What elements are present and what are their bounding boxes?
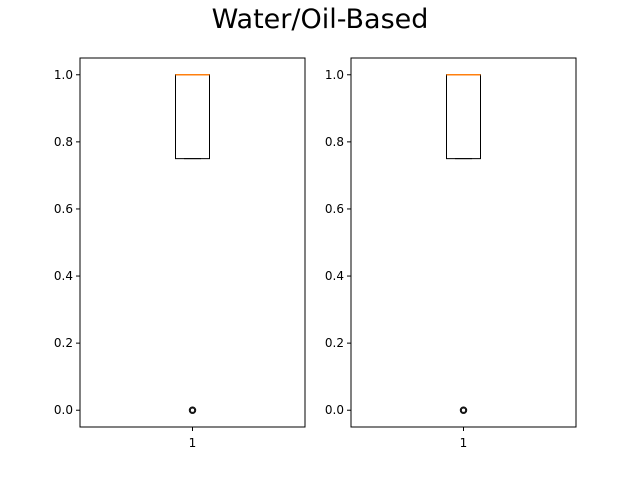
left-ytick-label: 0.8 xyxy=(54,135,73,149)
right-boxplot-axes: 0.0 0.2 0.4 0.6 0.8 1.0 1 xyxy=(325,57,577,450)
left-outlier-point xyxy=(189,407,196,413)
left-xtick-label: 1 xyxy=(189,436,197,450)
figure-title: Water/Oil-Based xyxy=(211,4,429,35)
right-ytick-label: 0.8 xyxy=(325,135,344,149)
left-ytick-label: 0.4 xyxy=(54,269,73,283)
right-ytick-label: 1.0 xyxy=(325,68,344,82)
left-ytick-label: 0.6 xyxy=(54,202,73,216)
left-outlier-point xyxy=(188,406,197,414)
right-ytick-label: 0.6 xyxy=(325,202,344,216)
right-box xyxy=(446,74,481,160)
left-boxplot-axes: 0.0 0.2 0.4 0.6 0.8 1.0 1 xyxy=(54,57,306,450)
left-box xyxy=(175,74,210,160)
right-ytick-label: 0.0 xyxy=(325,403,344,417)
left-axes-frame xyxy=(79,57,306,428)
right-xtick-label: 1 xyxy=(460,436,468,450)
right-outlier-point xyxy=(460,407,467,413)
right-ytick-label: 0.2 xyxy=(325,336,344,350)
right-axes-frame xyxy=(350,57,577,428)
left-ytick-label: 0.2 xyxy=(54,336,73,350)
left-ytick-label: 1.0 xyxy=(54,68,73,82)
right-outlier-point xyxy=(459,406,468,414)
right-ytick-label: 0.4 xyxy=(325,269,344,283)
left-ytick-label: 0.0 xyxy=(54,403,73,417)
